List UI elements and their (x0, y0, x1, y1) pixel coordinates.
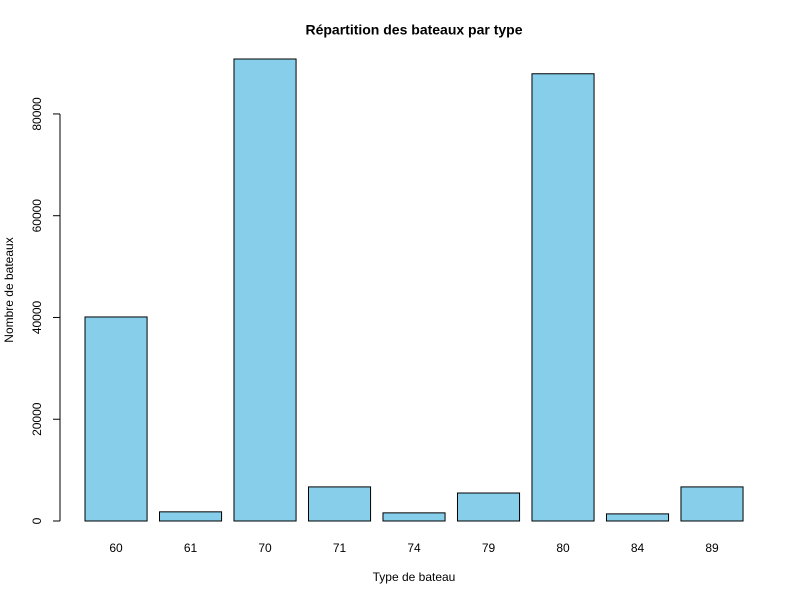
x-tick-label: 70 (258, 541, 272, 555)
bar (233, 58, 297, 522)
y-axis-label: Nombre de bateaux (2, 237, 16, 342)
bar (382, 512, 446, 522)
x-axis-label: Type de bateau (373, 570, 456, 584)
x-tick-label: 89 (705, 541, 719, 555)
bar (680, 486, 744, 522)
x-tick-label: 74 (407, 541, 421, 555)
y-tick-label: 0 (30, 517, 44, 524)
y-tick-label: 20000 (30, 402, 44, 436)
x-tick-label: 80 (556, 541, 570, 555)
bar (307, 486, 372, 522)
bar (158, 511, 223, 522)
bar (84, 316, 148, 522)
x-tick-label: 79 (482, 541, 496, 555)
bar (531, 73, 595, 522)
x-tick-label: 60 (109, 541, 123, 555)
x-tick-label: 71 (333, 541, 347, 555)
y-tick-label: 40000 (30, 300, 44, 334)
y-tick-label: 80000 (30, 97, 44, 131)
x-tick-label: 61 (184, 541, 198, 555)
y-tick-label: 60000 (30, 199, 44, 233)
x-tick-label: 84 (631, 541, 645, 555)
chart-title: Répartition des bateaux par type (305, 22, 522, 38)
bar (605, 513, 670, 522)
bar (456, 492, 521, 522)
